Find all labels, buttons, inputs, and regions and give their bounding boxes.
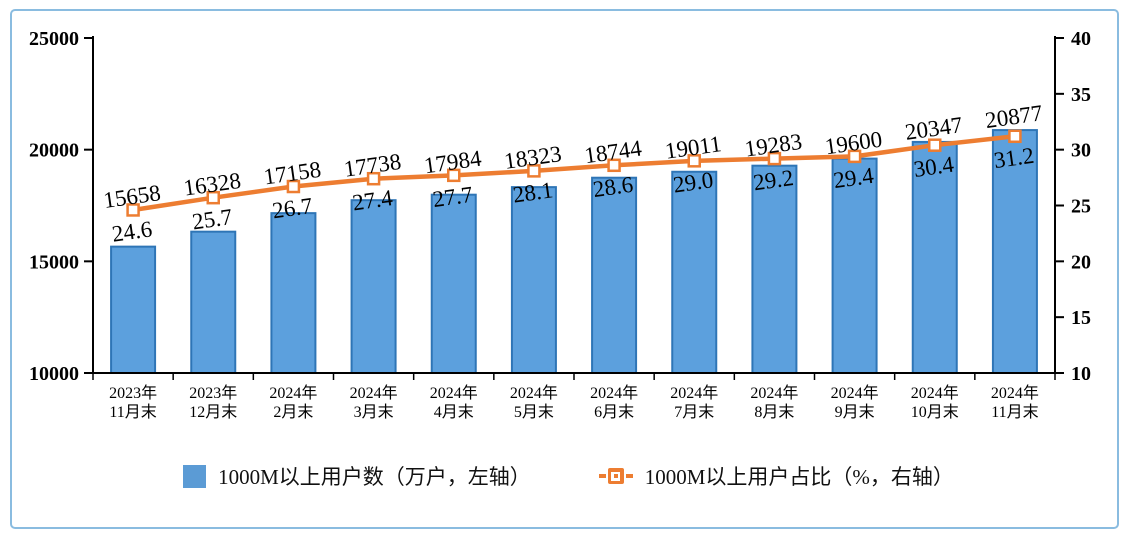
x-axis-label: 9月末 bbox=[835, 403, 875, 421]
x-axis-label: 2024年 bbox=[911, 384, 959, 402]
bar bbox=[350, 199, 397, 374]
bar bbox=[911, 140, 958, 374]
pct-line bbox=[130, 134, 1018, 213]
x-axis-label: 10月末 bbox=[911, 403, 959, 421]
right-axis-tick-label: 20 bbox=[1071, 251, 1091, 273]
line-marker bbox=[607, 158, 621, 173]
left-axis-tick-label: 10000 bbox=[29, 363, 79, 385]
bar bbox=[430, 193, 477, 374]
x-axis-label: 2月末 bbox=[273, 403, 313, 421]
x-axis-label: 2023年 bbox=[189, 384, 237, 402]
x-axis-label: 6月末 bbox=[594, 403, 634, 421]
line-marker bbox=[847, 149, 862, 164]
bar bbox=[751, 164, 798, 374]
legend-item-bars: 1000M以上用户数（万户，左轴） bbox=[183, 461, 531, 491]
bar bbox=[591, 176, 638, 374]
pct-value-label: 31.2 bbox=[992, 143, 1035, 173]
pct-value-label: 30.4 bbox=[912, 152, 956, 182]
left-axis-tick-label: 25000 bbox=[29, 28, 79, 50]
pct-value-label: 29.4 bbox=[832, 163, 876, 193]
line-marker-icon bbox=[607, 468, 624, 484]
bar bbox=[190, 230, 237, 374]
line-marker bbox=[366, 171, 381, 186]
left-axis-tick-label: 20000 bbox=[29, 140, 79, 162]
legend-item-line: 1000M以上用户占比（%，右轴） bbox=[598, 461, 954, 491]
pct-value-label: 25.7 bbox=[191, 204, 234, 234]
line-marker bbox=[286, 179, 301, 194]
line-dash-icon bbox=[598, 474, 606, 478]
bar-series-swatch-icon bbox=[183, 464, 207, 488]
bar bbox=[671, 170, 718, 374]
legend: 1000M以上用户数（万户，左轴） 1000M以上用户占比（%，右轴） bbox=[0, 461, 1137, 491]
x-axis-label: 2024年 bbox=[350, 384, 398, 402]
right-axis-tick-label: 10 bbox=[1071, 363, 1091, 385]
x-axis-label: 8月末 bbox=[754, 403, 794, 421]
x-axis-label: 2023年 bbox=[109, 384, 157, 402]
right-axis-tick-label: 35 bbox=[1071, 84, 1091, 106]
line-series-swatch-icon bbox=[598, 468, 633, 484]
pct-value-label: 29.0 bbox=[672, 167, 715, 197]
right-axis-tick-label: 15 bbox=[1071, 307, 1091, 329]
line-marker bbox=[928, 138, 942, 152]
line-marker bbox=[447, 168, 461, 183]
line-marker bbox=[1008, 129, 1022, 144]
x-axis-label: 12月末 bbox=[189, 403, 237, 421]
pct-value-label: 27.4 bbox=[351, 185, 395, 215]
x-axis-label: 2024年 bbox=[590, 384, 638, 402]
x-axis-label: 4月末 bbox=[434, 403, 474, 421]
right-axis-tick-label: 30 bbox=[1071, 140, 1091, 162]
x-axis-label: 2024年 bbox=[991, 384, 1039, 402]
x-axis-label: 11月末 bbox=[991, 403, 1038, 421]
line-marker bbox=[126, 203, 140, 217]
legend-label-bars: 1000M以上用户数（万户，左轴） bbox=[218, 465, 531, 489]
x-axis-label: 3月末 bbox=[354, 403, 394, 421]
x-axis-label: 2024年 bbox=[750, 384, 798, 402]
line-marker bbox=[206, 190, 220, 205]
x-axis-label: 2024年 bbox=[831, 384, 879, 402]
bar bbox=[270, 212, 317, 374]
pct-value-label: 29.2 bbox=[752, 165, 795, 195]
x-axis-label: 11月末 bbox=[109, 403, 156, 421]
x-axis-label: 2024年 bbox=[430, 384, 478, 402]
line-marker bbox=[687, 154, 701, 168]
pct-value-label: 28.1 bbox=[511, 177, 554, 207]
pct-value-label: 26.7 bbox=[271, 193, 314, 223]
pct-value-label: 27.7 bbox=[431, 182, 474, 212]
line-marker bbox=[767, 151, 782, 166]
x-axis-label: 2024年 bbox=[269, 384, 317, 402]
bar-value-label: 20347 bbox=[903, 112, 963, 145]
x-axis-label: 5月末 bbox=[514, 403, 554, 421]
x-axis-label: 2024年 bbox=[670, 384, 718, 402]
bar-value-label: 20877 bbox=[984, 100, 1044, 133]
left-axis-tick-label: 15000 bbox=[29, 251, 79, 273]
bar bbox=[831, 157, 878, 374]
right-axis-tick-label: 40 bbox=[1071, 28, 1091, 50]
pct-value-label: 28.6 bbox=[591, 172, 634, 202]
pct-value-label: 24.6 bbox=[110, 216, 153, 246]
x-axis-label: 7月末 bbox=[674, 403, 714, 421]
bar bbox=[110, 245, 157, 374]
legend-label-line: 1000M以上用户占比（%，右轴） bbox=[644, 465, 954, 489]
line-dash-icon bbox=[625, 474, 633, 478]
x-axis-label: 2024年 bbox=[510, 384, 558, 402]
right-axis-tick-label: 25 bbox=[1071, 196, 1091, 218]
line-marker bbox=[527, 164, 541, 178]
bar bbox=[510, 186, 557, 374]
